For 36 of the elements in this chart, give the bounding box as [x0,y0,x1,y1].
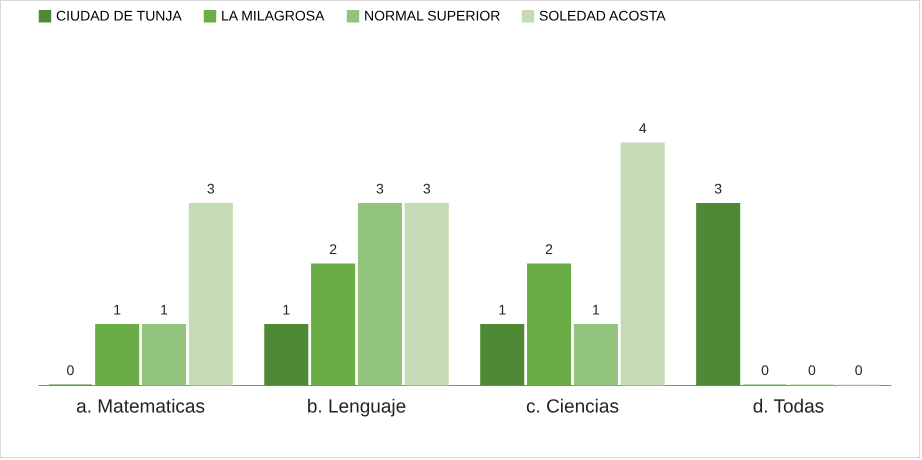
legend-label: SOLEDAD ACOSTA [539,7,666,24]
bar [188,203,233,386]
data-label: 0 [66,362,74,378]
data-label: 1 [498,302,506,318]
data-label: 1 [282,302,290,318]
data-label: 3 [422,180,431,196]
data-label: 2 [329,241,338,257]
bar [311,264,356,386]
bar [358,203,402,386]
bar [480,324,524,386]
x-tick-label: c. Ciencias [526,396,619,418]
data-label: 0 [761,362,770,378]
data-label: 4 [638,120,647,136]
data-label: 0 [854,362,863,378]
data-label: 0 [808,362,816,378]
data-label: 3 [714,180,722,196]
bar [527,264,572,386]
x-tick-label: a. Matematicas [76,396,205,418]
bar [404,203,449,386]
data-label: 3 [376,180,384,196]
bar [95,324,140,386]
data-label: 2 [545,241,554,257]
bar [574,324,618,386]
bar [264,324,308,386]
data-label: 3 [206,180,215,196]
data-label: 1 [160,302,168,318]
x-tick-label: d. Todas [752,396,824,418]
data-label: 1 [592,302,600,318]
data-label: 1 [113,302,122,318]
legend-label: LA MILAGROSA [221,7,326,24]
x-tick-label: b. Lenguaje [306,396,406,418]
bar [696,203,740,386]
bar [142,324,186,386]
legend-label: NORMAL SUPERIOR [364,7,500,24]
bar [620,142,665,386]
legend-label: CIUDAD DE TUNJA [56,7,182,24]
